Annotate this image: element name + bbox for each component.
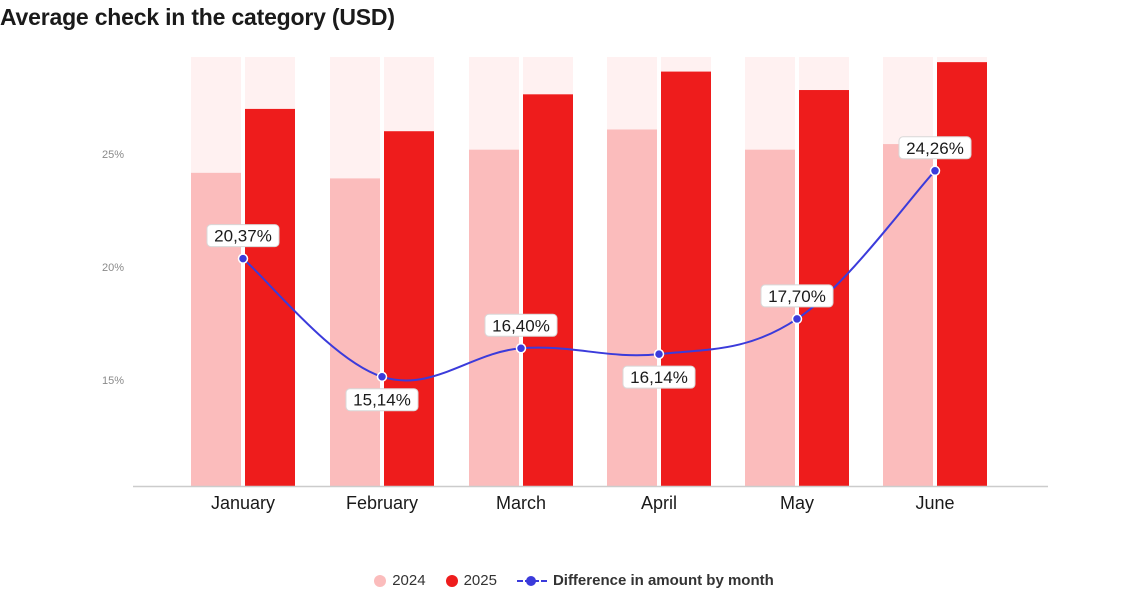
- x-tick-label-february: February: [346, 493, 418, 513]
- x-tick-label-may: May: [780, 493, 814, 513]
- difference-point-june[interactable]: [929, 165, 941, 177]
- data-label-box: [622, 365, 696, 389]
- data-label-text: 16,14%: [630, 368, 688, 387]
- bar-2024-june[interactable]: [883, 144, 933, 486]
- x-tick-label-april: April: [641, 493, 677, 513]
- data-label-text: 15,14%: [353, 391, 411, 410]
- y-tick-label-25: 25%: [102, 149, 124, 161]
- x-tick-label-june: June: [915, 493, 954, 513]
- bar-2024-february[interactable]: [330, 178, 380, 487]
- chart-plot: January February March April May June 15% 20% 25…: [102, 57, 1048, 513]
- bar-2025-january[interactable]: [245, 108, 295, 486]
- bar-2024-may[interactable]: [745, 149, 795, 486]
- legend-item-2024[interactable]: 2024: [374, 572, 426, 589]
- data-label-april: 16,14%: [622, 365, 696, 389]
- legend-item-2025[interactable]: 2025: [445, 572, 497, 589]
- data-label-box: [206, 224, 280, 248]
- data-label-box: [345, 388, 419, 412]
- y-tick-label-15: 15%: [102, 375, 124, 387]
- data-label-box: [760, 284, 834, 308]
- difference-point-february[interactable]: [376, 371, 388, 382]
- legend: 2024 2025 Difference in amount by month: [0, 572, 1148, 589]
- legend-line-icon: [516, 575, 547, 587]
- bar-2025-february[interactable]: [384, 131, 434, 487]
- x-tick-label-january: January: [211, 493, 275, 513]
- y-tick-label-20: 20%: [102, 262, 124, 274]
- difference-point-may[interactable]: [791, 313, 803, 325]
- chart-title: Average check in the category (USD): [0, 4, 395, 30]
- data-label-text: 24,26%: [906, 139, 964, 158]
- data-label-text: 16,40%: [492, 316, 550, 335]
- legend-swatch-2024: [374, 574, 387, 587]
- data-label-january: 20,37%: [206, 224, 280, 248]
- legend-label-difference: Difference in amount by month: [552, 572, 774, 589]
- data-label-march: 16,40%: [484, 313, 558, 337]
- legend-item-difference[interactable]: Difference in amount by month: [516, 572, 774, 589]
- data-label-february: 15,14%: [345, 388, 419, 412]
- data-label-june: 24,26%: [898, 136, 972, 160]
- data-label-text: 20,37%: [214, 227, 272, 246]
- x-tick-label-march: March: [496, 493, 546, 513]
- bar-2025-april[interactable]: [661, 71, 711, 486]
- legend-swatch-2025: [445, 574, 458, 587]
- legend-label-2024: 2024: [392, 572, 426, 589]
- legend-label-2025: 2025: [463, 572, 497, 589]
- data-label-text: 17,70%: [768, 287, 826, 306]
- data-label-may: 17,70%: [760, 284, 834, 308]
- bar-2025-march[interactable]: [523, 94, 573, 486]
- data-label-box: [898, 136, 972, 160]
- difference-point-april[interactable]: [653, 348, 665, 360]
- difference-point-march[interactable]: [515, 343, 527, 354]
- data-label-box: [484, 313, 558, 337]
- bar-2025-june[interactable]: [937, 62, 987, 486]
- bar-2024-april[interactable]: [607, 129, 657, 486]
- bar-2024-january[interactable]: [191, 172, 241, 486]
- difference-point-january[interactable]: [237, 253, 249, 264]
